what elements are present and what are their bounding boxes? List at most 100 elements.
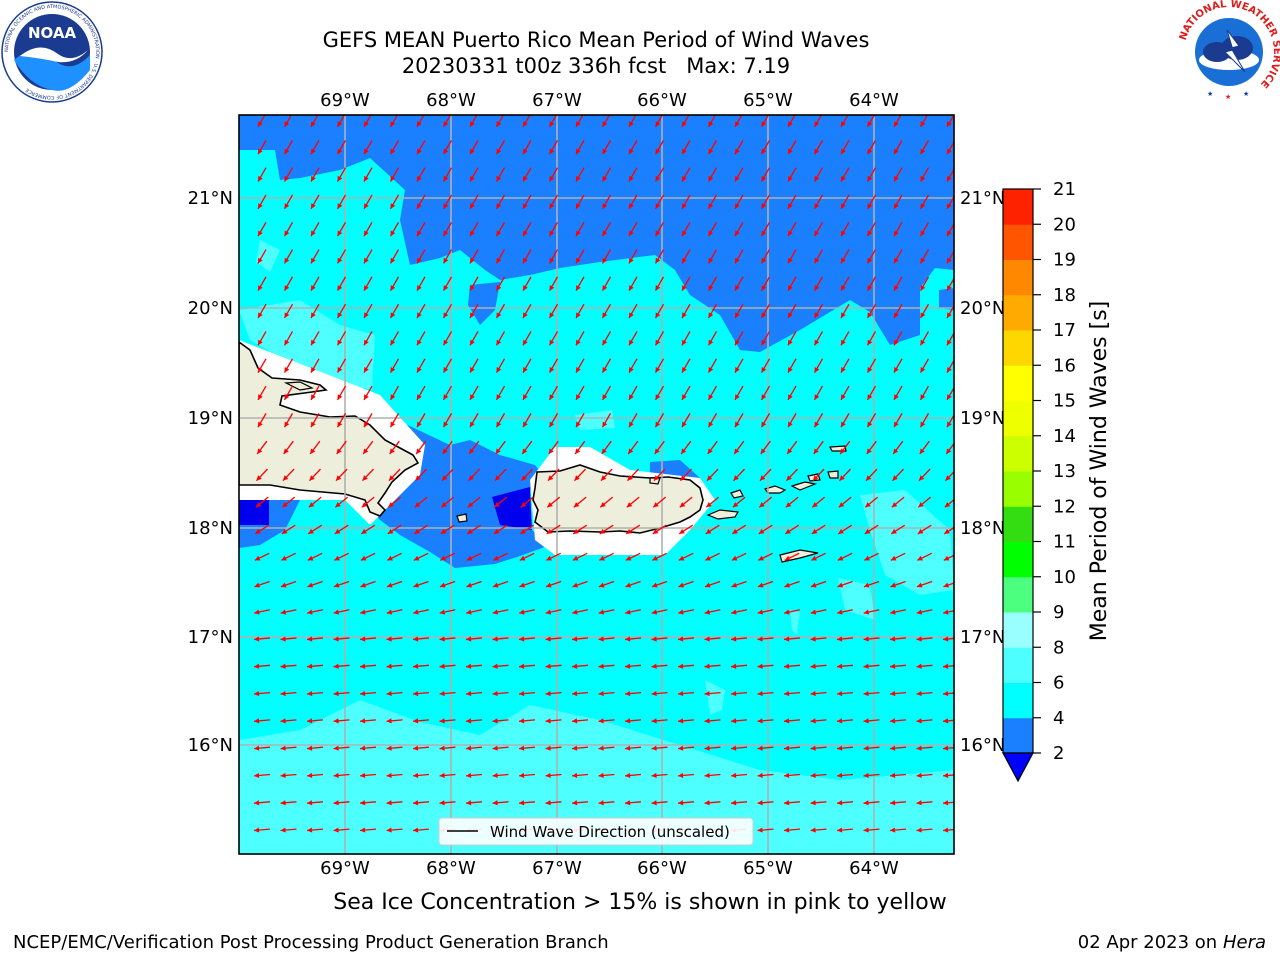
wind-wave-arrow: [945, 470, 954, 482]
wind-wave-arrow: [468, 440, 480, 455]
wind-wave-arrow: [760, 194, 771, 210]
colorbar-segment: [1003, 541, 1033, 578]
wind-wave-arrow: [257, 413, 267, 428]
wind-wave-arrow: [306, 663, 324, 669]
wind-wave-arrow: [652, 552, 667, 561]
wind-wave-arrow: [413, 552, 429, 561]
wind-wave-arrow: [363, 194, 373, 210]
wind-wave-arrow: [598, 800, 615, 806]
wind-wave-arrow: [416, 413, 426, 428]
wind-wave-arrow: [654, 358, 665, 373]
colorbar-tick-label: 15: [1053, 391, 1076, 412]
wind-wave-arrow: [681, 276, 691, 292]
wind-wave-arrow: [731, 580, 747, 588]
wind-wave-arrow: [838, 496, 852, 508]
wind-wave-arrow: [919, 413, 930, 428]
wind-wave-arrow: [412, 690, 430, 697]
wind-wave-arrow: [571, 745, 589, 751]
wind-wave-arrow: [571, 718, 589, 724]
wind-wave-arrow: [386, 636, 403, 642]
wind-wave-arrow: [734, 385, 744, 401]
wind-wave-arrow: [919, 140, 930, 155]
wind-wave-arrow: [707, 440, 718, 455]
wind-wave-arrow: [787, 276, 797, 292]
wind-wave-arrow: [916, 745, 933, 751]
wind-wave-arrow: [360, 609, 376, 615]
wind-wave-arrow: [440, 524, 455, 535]
wind-wave-arrow: [624, 745, 642, 751]
colorbar-segment: [1003, 294, 1033, 331]
lat-label-left: 20°N: [188, 298, 233, 319]
wind-wave-arrow: [439, 772, 456, 779]
wind-wave-arrow: [257, 140, 267, 155]
wind-wave-arrow: [522, 221, 532, 237]
wind-wave-arrow: [760, 221, 771, 237]
wind-wave-arrow: [547, 468, 560, 482]
wind-wave-arrow: [866, 140, 877, 155]
wind-wave-arrow: [283, 440, 294, 455]
colorbar-segments: [1003, 189, 1033, 754]
wind-wave-arrow: [414, 496, 428, 508]
wind-wave-arrow: [704, 580, 721, 588]
wind-wave-arrow: [548, 167, 559, 182]
wind-wave-arrow: [333, 718, 350, 724]
wind-wave-arrow: [306, 636, 324, 642]
wind-wave-arrow: [548, 413, 559, 428]
footer-date-text: 02 Apr 2023 on: [1077, 932, 1223, 953]
wind-wave-arrow: [864, 524, 879, 535]
wind-wave-arrow: [783, 772, 801, 779]
wind-wave-arrow: [253, 636, 271, 642]
footer-credit: NCEP/EMC/Verification Post Processing Pr…: [13, 932, 609, 953]
wind-wave-arrow: [306, 718, 324, 724]
wind-wave-arrow: [575, 358, 585, 373]
wind-wave-arrow: [628, 413, 638, 428]
wind-wave-arrow: [575, 221, 585, 237]
wind-wave-arrow: [280, 800, 297, 806]
wind-wave-arrow: [942, 663, 954, 669]
wind-wave-arrow: [310, 413, 320, 428]
wind-wave-arrow: [575, 167, 585, 182]
wind-wave-arrow: [705, 524, 720, 535]
wind-wave-arrow: [919, 358, 930, 373]
wind-wave-arrow: [651, 772, 668, 779]
wind-wave-arrow: [363, 276, 373, 292]
wind-wave-arrow: [760, 440, 771, 455]
wind-wave-arrow: [416, 276, 426, 292]
wind-wave-arrow: [865, 468, 878, 482]
wind-wave-arrow: [469, 385, 479, 401]
wind-wave-arrow: [336, 194, 347, 210]
colorbar-tick-label: 4: [1053, 708, 1064, 729]
wind-wave-arrow: [760, 167, 771, 182]
wind-wave-arrow: [840, 194, 850, 210]
wind-wave-arrow: [415, 440, 427, 455]
wind-wave-arrow: [257, 358, 267, 373]
wind-wave-arrow: [281, 524, 296, 535]
wind-wave-arrow: [257, 385, 267, 401]
wind-wave-arrow: [811, 524, 826, 535]
wind-wave-arrow: [492, 800, 509, 806]
wind-wave-arrow: [654, 221, 665, 237]
map-plot-area: [239, 115, 954, 854]
wind-wave-arrow: [522, 413, 532, 428]
wind-wave-arrow: [387, 496, 402, 508]
wind-wave-arrow: [255, 496, 269, 508]
wind-wave-arrow: [386, 718, 403, 724]
wind-wave-arrow: [681, 194, 691, 210]
colorbar-segment: [1003, 717, 1033, 754]
wind-wave-arrow: [257, 221, 267, 237]
wind-wave-arrow: [916, 609, 933, 615]
wind-wave-arrow: [280, 745, 297, 751]
colorbar-tick-label: 8: [1053, 637, 1064, 658]
wind-wave-arrow: [309, 440, 321, 455]
wind-wave-arrow: [943, 526, 954, 535]
wind-wave-arrow: [730, 800, 748, 806]
wind-wave-arrow: [919, 276, 930, 292]
lat-label-left: 19°N: [188, 408, 233, 429]
wind-wave-arrow: [840, 358, 850, 373]
wind-wave-arrow: [545, 690, 562, 697]
wind-wave-arrow: [628, 276, 638, 292]
svg-text:★: ★: [1225, 93, 1231, 101]
wind-wave-arrow: [704, 718, 721, 724]
lon-label-top: 65°W: [743, 90, 793, 111]
wind-wave-arrow: [919, 194, 930, 210]
